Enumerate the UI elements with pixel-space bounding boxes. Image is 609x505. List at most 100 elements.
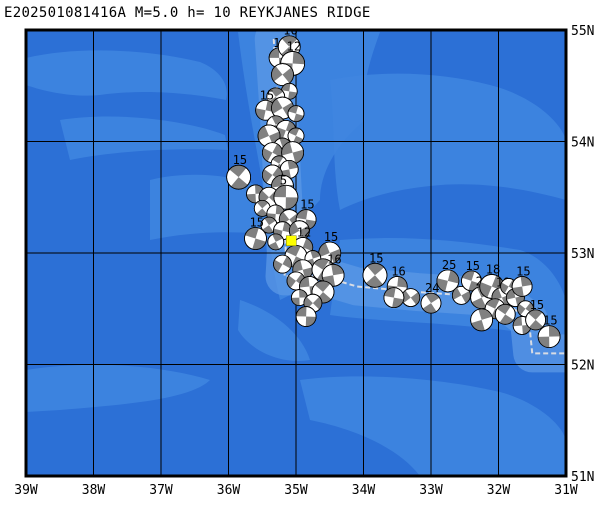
compression-quadrant — [258, 125, 269, 141]
compression-quadrant — [255, 108, 266, 121]
compression-quadrant — [292, 51, 305, 65]
compression-quadrant — [281, 83, 291, 92]
longitude-label: 39W — [14, 483, 38, 498]
focal-mechanism-beachball — [451, 285, 471, 305]
focal-mechanism-beachball — [295, 306, 317, 327]
compression-quadrant — [289, 222, 300, 236]
compression-quadrant — [272, 155, 284, 164]
latitude-label: 55N — [571, 24, 594, 39]
compression-quadrant — [282, 67, 294, 84]
compression-quadrant — [392, 297, 404, 308]
compression-quadrant — [287, 160, 299, 170]
focal-mechanism-beachball: 15 — [461, 259, 482, 292]
longitude-label: 33W — [419, 483, 443, 498]
compression-quadrant — [384, 287, 396, 298]
event-depth-label: 15 — [324, 230, 338, 244]
beachball-outline — [383, 287, 405, 309]
focal-mechanism-beachball: 16 — [321, 252, 345, 287]
compression-quadrant — [299, 225, 310, 240]
map-frame — [24, 28, 568, 478]
focal-mechanism-beachball: 15 — [511, 264, 533, 297]
focal-mechanism-beachball — [257, 124, 281, 148]
focal-mechanism-beachball — [494, 303, 516, 325]
event-depth-label: 15 — [300, 198, 314, 212]
event-depth-label: 12 — [297, 225, 311, 239]
beachball-outline — [295, 306, 317, 327]
event-depth-label: 15 — [260, 88, 274, 102]
compression-quadrant — [288, 91, 298, 100]
compression-quadrant — [271, 115, 284, 125]
compression-quadrant — [296, 209, 308, 220]
focal-mechanism-beachball: 25 — [436, 258, 460, 293]
compression-quadrant — [230, 177, 248, 190]
compression-quadrant — [538, 336, 550, 348]
latitude-label: 53N — [571, 247, 594, 262]
compression-quadrant — [286, 245, 301, 257]
compression-quadrant — [471, 297, 487, 309]
compression-quadrant — [292, 260, 303, 273]
compression-quadrant — [299, 289, 308, 298]
compression-quadrant — [302, 267, 313, 280]
event-depth-label: 12 — [287, 39, 301, 53]
event-depth-label: 15 — [466, 259, 480, 273]
compression-quadrant — [479, 281, 492, 298]
compression-quadrant — [499, 314, 514, 325]
compression-quadrant — [273, 185, 287, 198]
compression-quadrant — [271, 98, 283, 114]
compression-quadrant — [270, 87, 284, 97]
beachball-outline — [420, 292, 442, 314]
latitude-labels: 55N 54N 53N 52N 51N — [571, 24, 594, 485]
longitude-label: 36W — [217, 483, 241, 498]
beachball-outline — [494, 303, 516, 325]
compression-quadrant — [367, 263, 385, 276]
event-depth-label: 24 — [425, 281, 439, 295]
compression-quadrant — [291, 297, 300, 306]
focal-mechanism-beachball: 15 — [525, 298, 547, 331]
epicenter-marker — [286, 235, 297, 246]
beachball-outline — [511, 276, 533, 297]
compression-quadrant — [256, 200, 269, 209]
compression-quadrant — [496, 304, 511, 315]
event-depth-label: 16 — [283, 24, 297, 38]
compression-quadrant — [318, 242, 330, 258]
longitude-label: 38W — [82, 483, 106, 498]
focal-mechanism-beachball — [383, 287, 405, 309]
compression-quadrant — [271, 175, 283, 188]
beachball-outline — [273, 254, 292, 274]
compression-quadrant — [262, 225, 274, 234]
compression-quadrant — [422, 303, 437, 314]
compression-quadrant — [246, 193, 256, 203]
compression-quadrant — [517, 303, 526, 316]
compression-quadrant — [287, 275, 296, 289]
focal-mechanism-beachball: 5 — [273, 173, 299, 210]
map-area: 1516121515515151215161516242515231818151… — [26, 24, 566, 476]
compression-quadrant — [285, 197, 298, 210]
compression-quadrant — [520, 276, 533, 287]
focal-mechanism-beachball — [271, 63, 294, 86]
event-depth-label: 5 — [280, 173, 287, 187]
longitude-label: 35W — [284, 483, 308, 498]
compression-quadrant — [314, 281, 331, 293]
event-depth-label: 15 — [369, 251, 383, 265]
focal-mechanism-beachball: 15 — [362, 251, 388, 288]
focal-mechanism-beachball — [401, 288, 421, 308]
focal-mechanism-beachball — [287, 127, 305, 145]
beachball-outline — [525, 309, 547, 331]
event-depth-label: 15 — [516, 264, 530, 278]
event-depth-label: 15 — [250, 216, 264, 230]
compression-quadrant — [305, 316, 317, 327]
compression-quadrant — [272, 143, 283, 158]
compression-quadrant — [528, 319, 544, 330]
latitude-label: 54N — [571, 136, 594, 151]
event-depth-label: 15 — [543, 314, 557, 328]
beachball-outline — [287, 105, 305, 123]
longitude-label: 31W — [554, 483, 578, 498]
beachball-outline — [321, 263, 345, 287]
compression-quadrant — [296, 306, 307, 317]
focal-mechanism-beachball — [290, 289, 308, 307]
focal-mechanism-beachball — [273, 254, 292, 274]
longitude-labels: 39W 38W 37W 36W 35W 34W 33W 32W 31W — [14, 483, 578, 498]
compression-quadrant — [256, 208, 268, 217]
map-title: E202501081416A M=5.0 h= 10 REYKJANES RID… — [4, 5, 371, 21]
